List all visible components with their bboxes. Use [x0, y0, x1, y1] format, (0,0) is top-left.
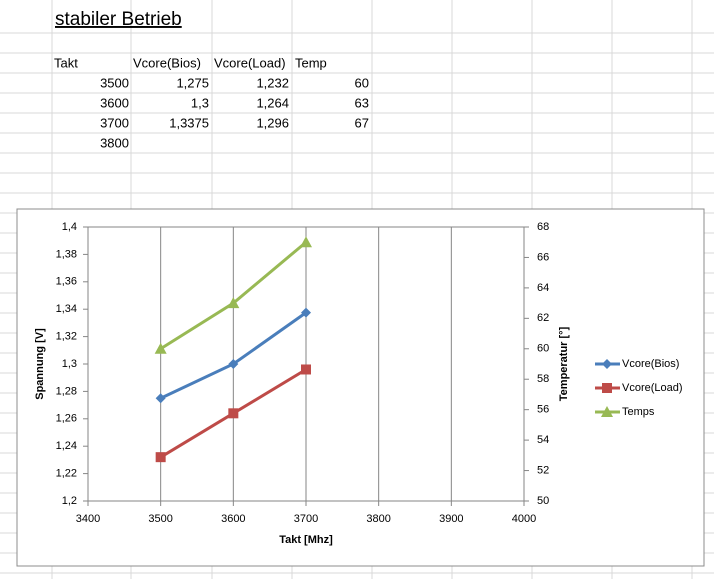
- x-tick-label: 3700: [294, 513, 318, 525]
- cell: 63: [355, 95, 369, 110]
- y-tick-label: 1,24: [56, 440, 77, 452]
- x-tick-label: 4000: [512, 513, 536, 525]
- cell: 1,3375: [169, 115, 209, 130]
- marker: [602, 383, 612, 393]
- x-axis-title: Takt [Mhz]: [279, 534, 333, 546]
- marker: [228, 408, 239, 419]
- y-tick-label: 1,32: [56, 331, 77, 343]
- y2-tick-label: 62: [537, 312, 549, 324]
- cell: 3700: [100, 115, 129, 130]
- y2-tick-label: 68: [537, 221, 549, 233]
- marker: [227, 297, 240, 309]
- cell: 1,3: [191, 95, 209, 110]
- y-tick-label: 1,2: [62, 495, 77, 507]
- y-tick-label: 1,26: [56, 413, 77, 425]
- header-cell: Vcore(Load): [214, 55, 286, 70]
- marker: [300, 236, 312, 248]
- y2-tick-label: 54: [537, 434, 549, 446]
- cell: 1,264: [256, 95, 289, 110]
- legend-label: Vcore(Bios): [622, 358, 679, 370]
- y-tick-label: 1,38: [56, 248, 77, 260]
- legend-label: Vcore(Load): [622, 382, 683, 394]
- header-cell: Temp: [295, 55, 327, 70]
- chart-area: [16, 208, 705, 567]
- y2-tick-label: 50: [537, 495, 549, 507]
- x-tick-label: 3800: [366, 513, 390, 525]
- y2-tick-label: 52: [537, 464, 549, 476]
- cell: 1,296: [256, 115, 289, 130]
- cell: 3800: [100, 135, 129, 150]
- x-tick-label: 3900: [439, 513, 463, 525]
- marker: [228, 359, 239, 369]
- marker: [301, 307, 311, 318]
- header-cell: Takt: [54, 55, 78, 70]
- y2-tick-label: 64: [537, 282, 549, 294]
- legend-label: Temps: [622, 406, 655, 418]
- marker: [154, 342, 167, 354]
- y2-tick-label: 60: [537, 343, 549, 355]
- y-tick-label: 1,3: [62, 358, 77, 370]
- header-cell: Vcore(Bios): [133, 55, 201, 70]
- y-tick-label: 1,4: [62, 221, 77, 233]
- x-tick-label: 3400: [76, 513, 100, 525]
- y2-tick-label: 58: [537, 373, 549, 385]
- marker: [301, 364, 311, 375]
- y-tick-label: 1,28: [56, 385, 77, 397]
- marker: [602, 359, 612, 369]
- cell: 1,275: [176, 75, 209, 90]
- y-axis-title: Spannung [V]: [34, 328, 46, 400]
- y-tick-label: 1,36: [56, 276, 77, 288]
- x-tick-label: 3500: [148, 513, 172, 525]
- y-tick-label: 1,22: [56, 468, 77, 480]
- cell: 60: [355, 75, 369, 90]
- x-tick-label: 3600: [221, 513, 245, 525]
- marker: [155, 393, 166, 404]
- sheet-title: stabiler Betrieb: [55, 9, 182, 30]
- y-tick-label: 1,34: [56, 303, 77, 315]
- marker: [155, 452, 166, 463]
- cell: 67: [355, 115, 369, 130]
- marker: [601, 406, 613, 417]
- y2-axis-title: Temperatur [°]: [558, 326, 570, 401]
- y2-tick-label: 66: [537, 251, 549, 263]
- cell: 3500: [100, 75, 129, 90]
- plot-frame: [87, 226, 525, 502]
- cell: 3600: [100, 95, 129, 110]
- cell: 1,232: [256, 75, 289, 90]
- y2-tick-label: 56: [537, 404, 549, 416]
